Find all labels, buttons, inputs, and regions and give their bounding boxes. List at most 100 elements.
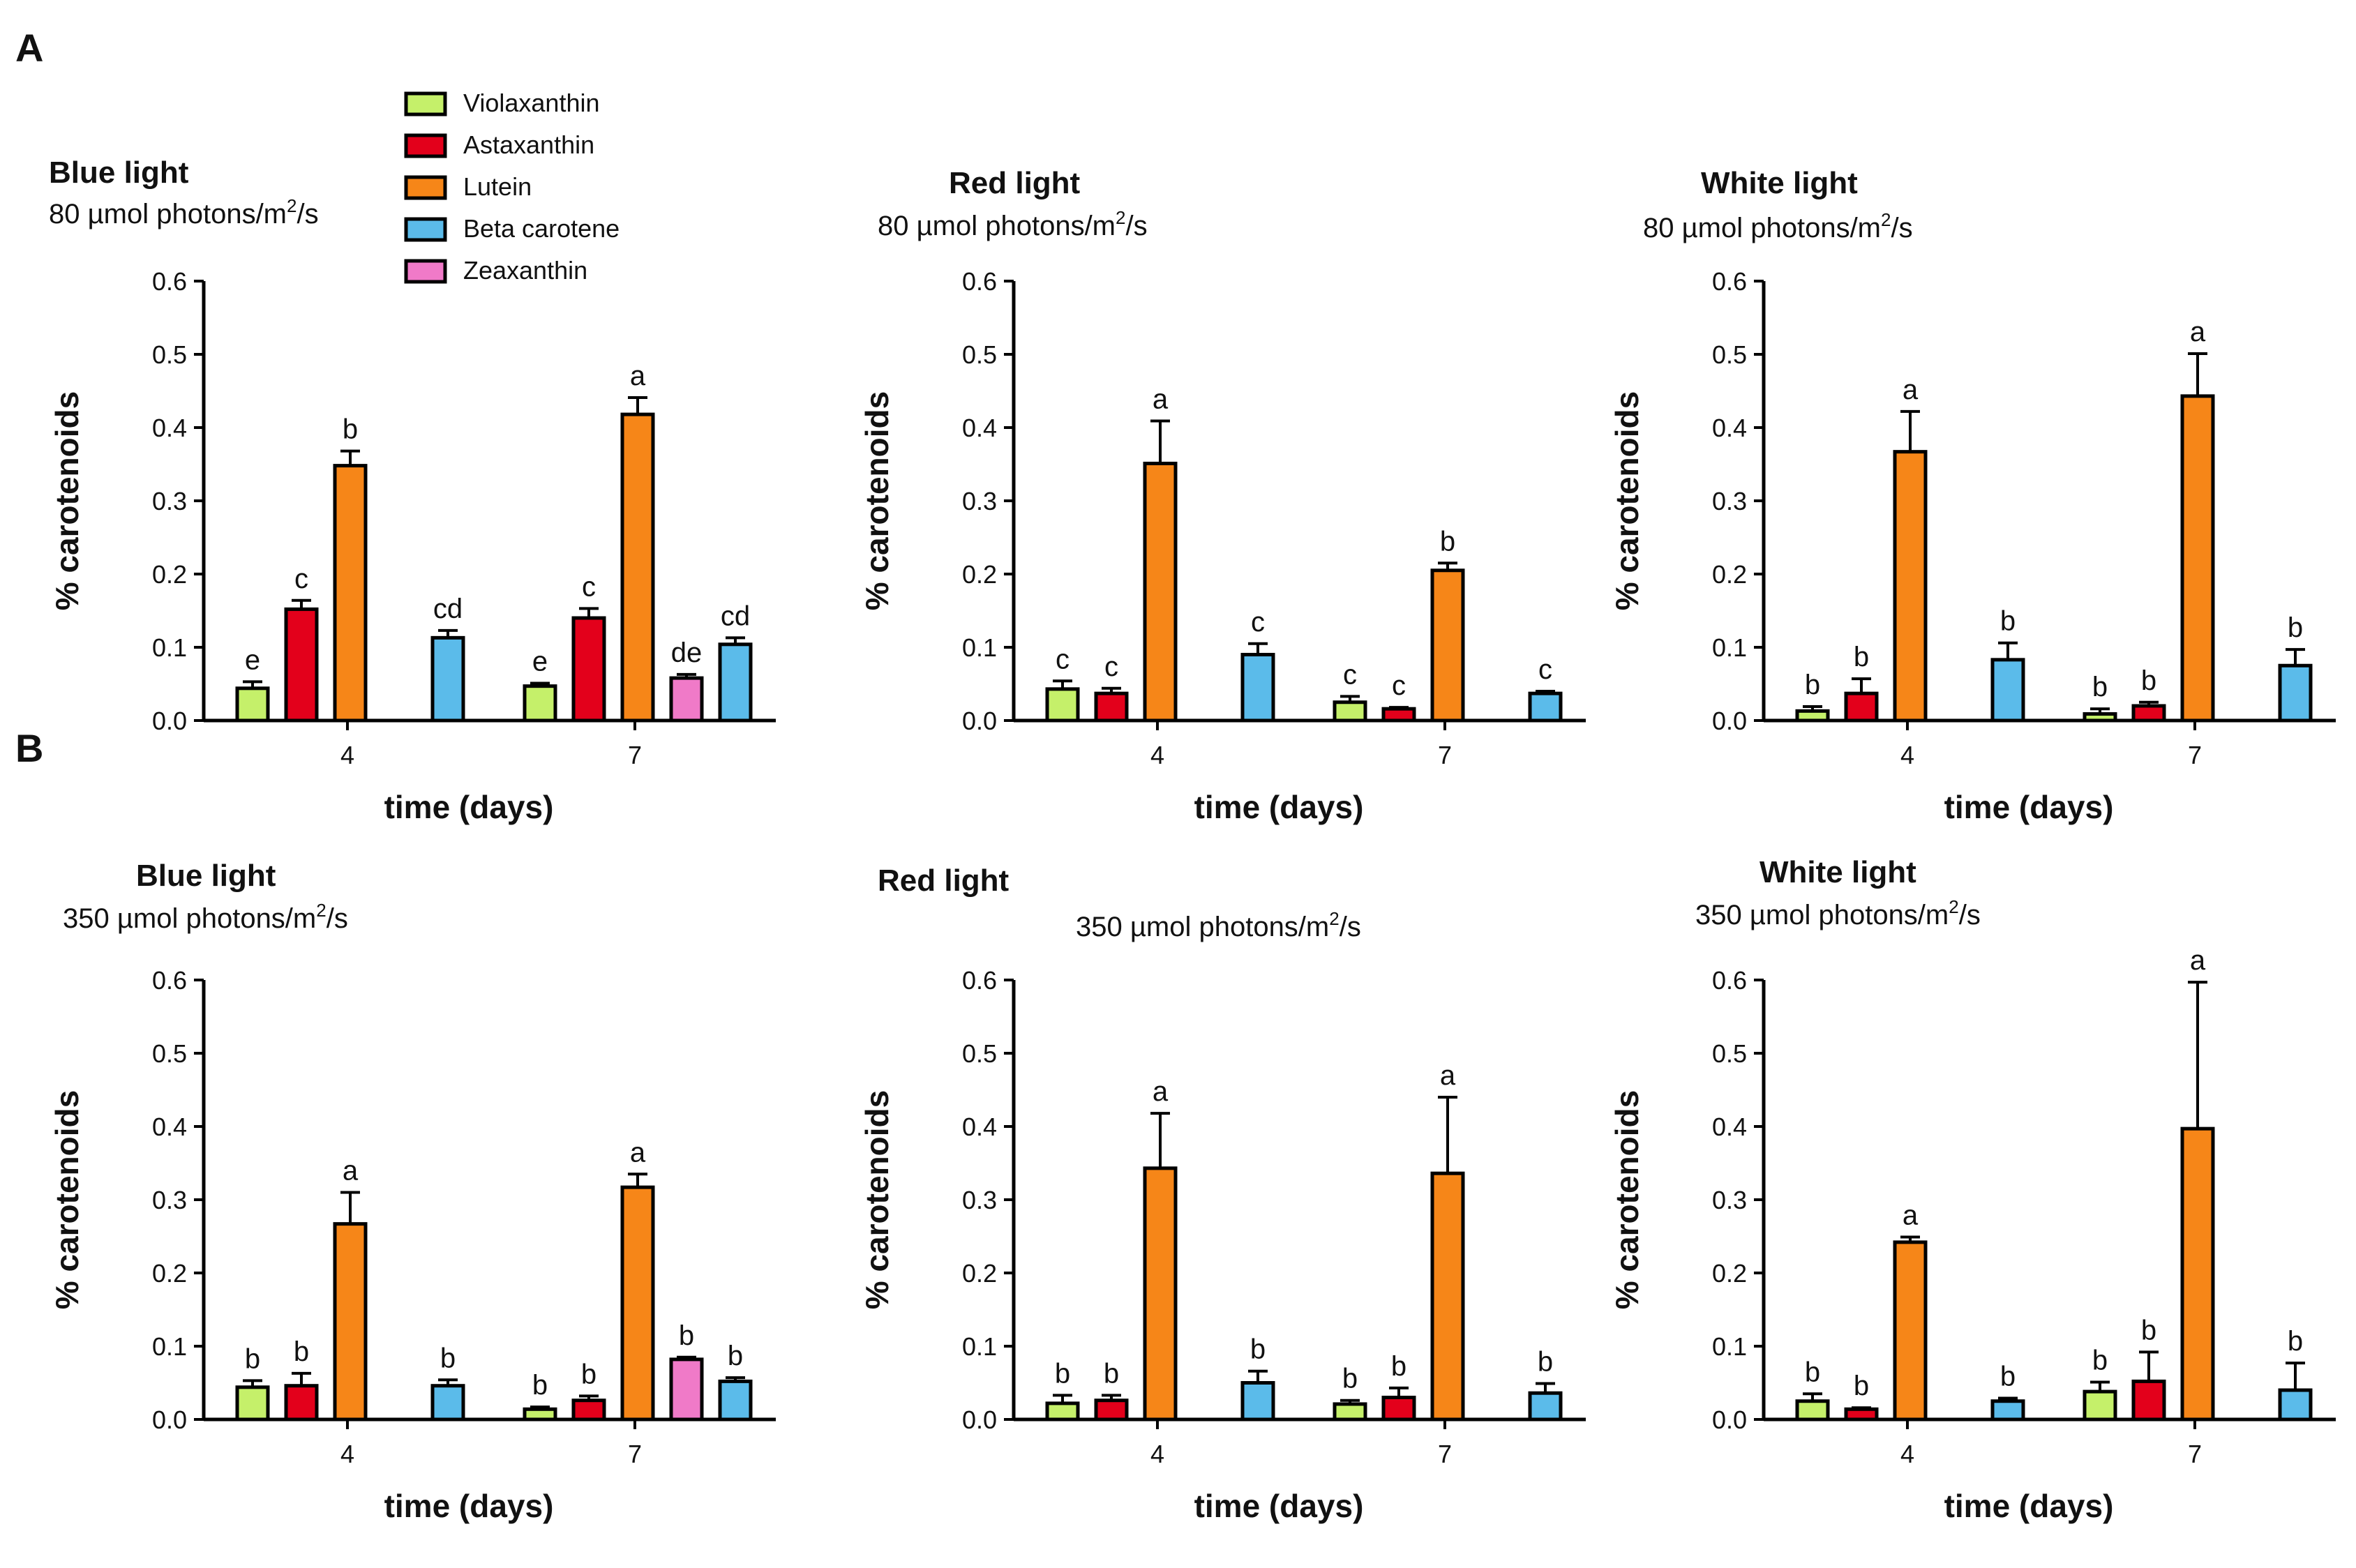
y-tick-label: 0.2 — [962, 1259, 997, 1288]
significance-label: a — [1903, 1200, 1919, 1231]
y-tick-label: 0.1 — [1712, 633, 1747, 662]
subtitle-tail: /s — [1891, 213, 1912, 243]
significance-label: b — [679, 1320, 694, 1351]
subtitle-superscript: 2 — [1881, 209, 1891, 230]
significance-label: de — [671, 638, 703, 668]
y-tick-label: 0.0 — [1712, 707, 1747, 735]
subtitle-superscript: 2 — [1949, 896, 1958, 917]
legend-swatch — [404, 91, 447, 116]
x-axis-label: time (days) — [1194, 789, 1364, 825]
significance-label: b — [1055, 1358, 1070, 1389]
significance-label: c — [1343, 659, 1357, 690]
legend: Violaxanthin Astaxanthin Lutein Beta carote… — [404, 89, 620, 285]
significance-label: b — [1440, 526, 1455, 557]
significance-label: b — [1854, 642, 1869, 672]
panel-letter-a: A — [15, 26, 43, 70]
bar-violaxanthin — [1333, 1402, 1367, 1422]
significance-label: b — [2000, 1362, 2016, 1392]
subtitle-main: 350 µmol photons/m — [1695, 900, 1949, 930]
chart-subtitle: 80 µmol photons/m2/s — [878, 207, 1148, 241]
x-axis-label: time (days) — [1944, 1488, 2114, 1524]
bar-violaxanthin — [1045, 687, 1080, 723]
y-tick-label: 0.6 — [962, 267, 997, 296]
significance-label: b — [1342, 1364, 1358, 1394]
bar-violaxanthin — [1045, 1401, 1080, 1422]
bar-lutein — [1893, 1240, 1928, 1422]
subtitle-main: 80 µmol photons/m — [878, 211, 1116, 241]
bar-astaxanthin — [1844, 1407, 1879, 1422]
y-tick-label: 0.4 — [152, 1113, 187, 1141]
legend-label: Zeaxanthin — [463, 256, 587, 285]
bar-beta-carotene — [1990, 1399, 2025, 1422]
y-tick-label: 0.3 — [962, 1186, 997, 1214]
significance-label: b — [1538, 1347, 1553, 1378]
y-tick-label: 0.5 — [1712, 1039, 1747, 1068]
y-tick-label: 0.5 — [152, 340, 187, 369]
y-tick-label: 0.6 — [152, 267, 187, 296]
x-tick-label: 7 — [628, 1440, 642, 1468]
legend-swatch — [404, 175, 447, 200]
bar-astaxanthin — [571, 616, 606, 723]
legend-label: Violaxanthin — [463, 89, 600, 117]
chart-title: Red light — [878, 864, 1010, 898]
chart-title: Blue light — [49, 156, 189, 190]
bar-beta-carotene — [430, 1384, 465, 1422]
significance-label: c — [1056, 644, 1070, 674]
bar-violaxanthin — [1795, 1399, 1830, 1422]
significance-label: c — [1538, 654, 1552, 685]
chart-title: White light — [1760, 855, 1916, 889]
bar-beta-carotene — [1528, 691, 1563, 723]
chart-subtitle: 80 µmol photons/m2/s — [1643, 209, 1913, 243]
significance-label: b — [343, 414, 358, 445]
y-tick-label: 0.2 — [152, 560, 187, 589]
legend-label: Lutein — [463, 172, 532, 201]
y-tick-label: 0.0 — [962, 1405, 997, 1434]
y-tick-label: 0.5 — [152, 1039, 187, 1068]
chart-title: Red light — [949, 166, 1081, 200]
chart-subtitle: 350 µmol photons/m2/s — [1695, 896, 1981, 930]
bar-astaxanthin — [2131, 704, 2166, 723]
bar-lutein — [1143, 1166, 1178, 1422]
significance-label: a — [630, 361, 646, 391]
bar-astaxanthin — [1094, 691, 1129, 723]
significance-label: e — [245, 644, 260, 675]
bar-beta-carotene — [1528, 1391, 1563, 1422]
y-tick-label: 0.5 — [1712, 340, 1747, 369]
bar-beta-carotene — [718, 1379, 753, 1422]
significance-label: b — [728, 1341, 743, 1371]
bar-violaxanthin — [1333, 700, 1367, 723]
significance-label: c — [582, 571, 596, 602]
chart-0: Blue light 80 µmol photons/m2/s 0.0 0.1 0.2 0… — [49, 156, 776, 825]
bar-astaxanthin — [571, 1399, 606, 1422]
x-tick-label: 4 — [1150, 741, 1164, 769]
significance-label: a — [343, 1156, 359, 1186]
significance-label: b — [2288, 1326, 2303, 1357]
bar-violaxanthin — [2083, 1389, 2117, 1422]
bar-violaxanthin — [235, 1385, 270, 1422]
chart-2: White light 80 µmol photons/m2/s 0.0 0.1 0.2… — [1609, 166, 2336, 825]
y-tick-label: 0.3 — [1712, 1186, 1747, 1214]
x-tick-label: 4 — [1900, 1440, 1914, 1468]
y-tick-label: 0.2 — [1712, 1259, 1747, 1288]
legend-swatch — [404, 133, 447, 158]
y-tick-label: 0.4 — [1712, 1113, 1747, 1141]
subtitle-main: 80 µmol photons/m — [1643, 213, 1881, 243]
significance-label: b — [1805, 1357, 1820, 1387]
significance-label: b — [440, 1343, 456, 1373]
y-tick-label: 0.3 — [962, 487, 997, 515]
y-tick-label: 0.3 — [152, 487, 187, 515]
bar-astaxanthin — [1094, 1399, 1129, 1422]
y-axis-label: % carotenoids — [49, 391, 85, 610]
subtitle-tail: /s — [1959, 900, 1981, 930]
x-tick-label: 7 — [1438, 741, 1452, 769]
chart-title: Blue light — [136, 859, 276, 893]
chart-subtitle: 350 µmol photons/m2/s — [1076, 908, 1361, 942]
significance-label: b — [581, 1359, 596, 1389]
bar-lutein — [1143, 461, 1178, 723]
significance-label: a — [1440, 1060, 1456, 1091]
subtitle-tail: /s — [1340, 912, 1361, 942]
chart-subtitle: 80 µmol photons/m2/s — [49, 195, 319, 229]
significance-label: b — [1854, 1371, 1869, 1401]
y-tick-label: 0.2 — [1712, 560, 1747, 589]
